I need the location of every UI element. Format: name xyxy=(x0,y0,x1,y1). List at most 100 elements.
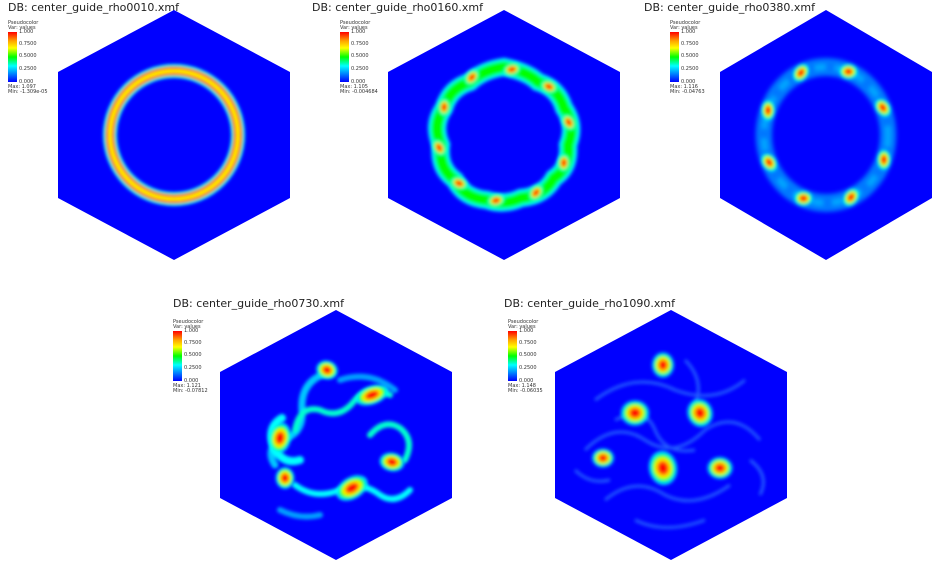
legend-label: Pseudocolor xyxy=(670,20,701,26)
vortex-layer xyxy=(659,361,667,369)
colorbar xyxy=(340,32,349,82)
hexagon-plot xyxy=(720,10,932,260)
vortices xyxy=(431,62,577,208)
vortex-layer xyxy=(845,69,852,75)
legend-var: Var: values xyxy=(508,324,536,330)
tick-0750: 0.7500 xyxy=(351,41,369,47)
min-value: Min: -0.04763 xyxy=(670,89,705,95)
db-title: DB: center_guide_rho0730.xmf xyxy=(173,297,344,310)
hexagon-domain xyxy=(720,10,932,260)
tick-0500: 0.5000 xyxy=(184,352,202,358)
tick-0750: 0.7500 xyxy=(19,41,37,47)
vortex-layer xyxy=(493,198,500,203)
tick-0500: 0.5000 xyxy=(519,352,537,358)
vortex-layer xyxy=(533,190,539,196)
max-value: Max: 1.148 xyxy=(508,383,536,389)
db-title: DB: center_guide_rho0160.xmf xyxy=(312,1,483,14)
colorbar xyxy=(8,32,17,82)
tick-1: 1.000 xyxy=(184,328,199,334)
max-value: Max: 1.121 xyxy=(173,383,201,389)
hexagon-plot xyxy=(220,310,452,560)
legend-label: Pseudocolor xyxy=(173,319,204,325)
tick-0250: 0.2500 xyxy=(19,66,37,72)
hexagon-domain xyxy=(388,10,620,260)
db-title: DB: center_guide_rho1090.xmf xyxy=(504,297,675,310)
panel-rho0160: DB: center_guide_rho0160.xmf Pseudocolor… xyxy=(310,0,620,265)
hexagon-plot xyxy=(388,10,620,260)
colorbar xyxy=(670,32,679,82)
vortex-layer xyxy=(436,144,442,151)
vortex-layer xyxy=(798,69,804,76)
colorbar xyxy=(173,331,182,381)
vortex-layer xyxy=(561,159,566,166)
max-value: Max: 1.105 xyxy=(340,84,368,90)
legend-var: Var: values xyxy=(670,25,698,31)
vortex-layer xyxy=(766,159,772,166)
vortex-layer xyxy=(366,391,378,399)
panel-rho0010: DB: center_guide_rho0010.xmf Pseudocolor… xyxy=(0,0,300,265)
tick-0250: 0.2500 xyxy=(681,66,699,72)
min-value: Min: -0.07812 xyxy=(173,388,208,394)
vortex-layer xyxy=(508,67,515,72)
vortex-layer xyxy=(442,104,447,111)
legend: Pseudocolor Var: values 1.000 0.7500 0.5… xyxy=(340,20,395,95)
tick-0500: 0.5000 xyxy=(351,53,369,59)
vortex-layer xyxy=(469,74,475,80)
tick-0: 0.000 xyxy=(519,378,534,384)
min-value: Min: -0.06035 xyxy=(508,388,543,394)
vortex-layer xyxy=(456,181,462,186)
hexagon-domain xyxy=(555,310,787,560)
vortex-layer xyxy=(346,483,358,493)
vortex-layer xyxy=(800,195,807,201)
hexagon-domain xyxy=(58,10,290,260)
tick-0750: 0.7500 xyxy=(184,340,202,346)
vortex-layer xyxy=(599,455,607,461)
legend: Pseudocolor Var: values 1.000 0.7500 0.5… xyxy=(173,319,228,394)
legend: Pseudocolor Var: values 1.000 0.7500 0.5… xyxy=(8,20,63,95)
vortex-layer xyxy=(323,366,331,374)
tick-0250: 0.2500 xyxy=(184,365,202,371)
db-title: DB: center_guide_rho0010.xmf xyxy=(8,1,179,14)
tick-0: 0.000 xyxy=(351,79,366,85)
tick-0: 0.000 xyxy=(681,79,696,85)
vortex-layer xyxy=(881,156,887,163)
legend-var: Var: values xyxy=(340,25,368,31)
min-value: Min: -0.004684 xyxy=(340,89,378,95)
max-value: Max: 1.097 xyxy=(8,84,36,90)
tick-0750: 0.7500 xyxy=(681,41,699,47)
tick-0250: 0.2500 xyxy=(519,365,537,371)
vortex-layer xyxy=(630,409,640,417)
vortex-layer xyxy=(658,462,668,474)
tick-1: 1.000 xyxy=(519,328,534,334)
tick-0: 0.000 xyxy=(19,79,34,85)
tick-0: 0.000 xyxy=(184,378,199,384)
max-value: Max: 1.116 xyxy=(670,84,698,90)
legend-label: Pseudocolor xyxy=(340,20,371,26)
vortex-layer xyxy=(880,104,886,111)
tick-0750: 0.7500 xyxy=(519,340,537,346)
vortex-layer xyxy=(695,408,705,418)
vortex-layer xyxy=(546,84,552,89)
min-value: Min: -1.309e-05 xyxy=(8,89,48,95)
panel-rho0380: DB: center_guide_rho0380.xmf Pseudocolor… xyxy=(640,0,934,265)
vortices xyxy=(592,352,733,485)
db-title: DB: center_guide_rho0380.xmf xyxy=(644,1,815,14)
legend: Pseudocolor Var: values 1.000 0.7500 0.5… xyxy=(670,20,725,95)
tick-0500: 0.5000 xyxy=(19,53,37,59)
tick-1: 1.000 xyxy=(19,29,34,35)
tick-0250: 0.2500 xyxy=(351,66,369,72)
tick-0500: 0.5000 xyxy=(681,53,699,59)
legend-var: Var: values xyxy=(8,25,36,31)
vortex-layer xyxy=(848,194,854,201)
vortex-layer xyxy=(282,474,288,482)
vortices xyxy=(268,360,405,501)
legend-label: Pseudocolor xyxy=(508,319,539,325)
hexagon-plot xyxy=(58,10,290,260)
legend-label: Pseudocolor xyxy=(8,20,39,26)
vortex-layer xyxy=(276,433,284,443)
tick-1: 1.000 xyxy=(681,29,696,35)
vortices xyxy=(761,63,891,207)
vortex-layer xyxy=(765,107,771,114)
vortex-layer xyxy=(388,458,396,466)
legend: Pseudocolor Var: values 1.000 0.7500 0.5… xyxy=(508,319,563,394)
